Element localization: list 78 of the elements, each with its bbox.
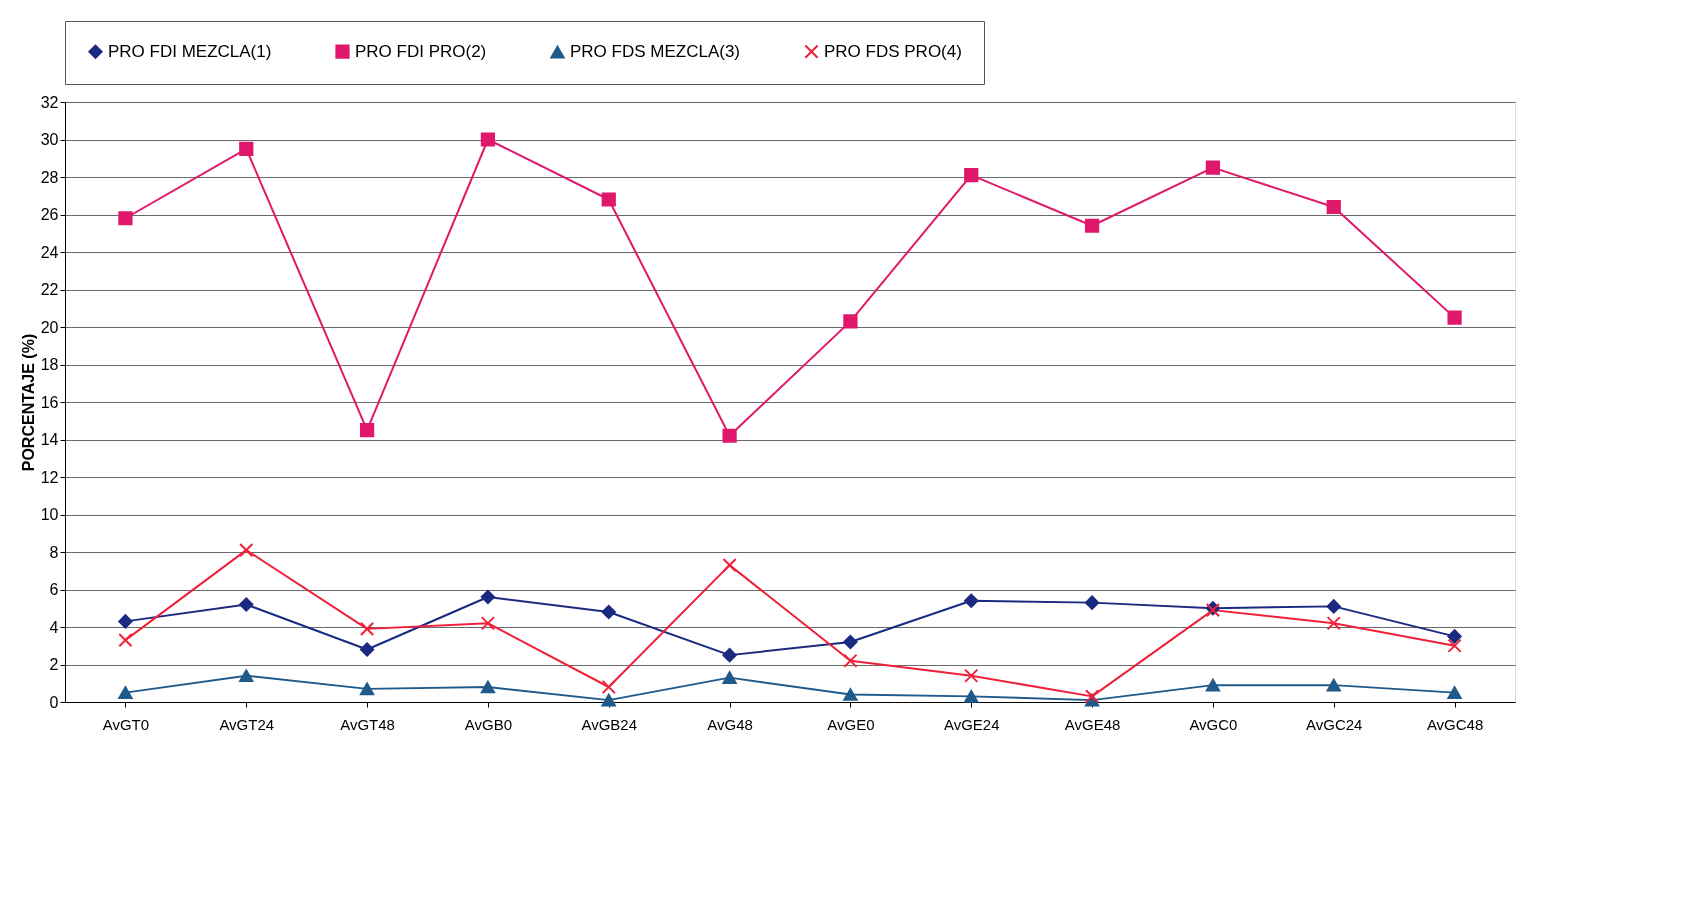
legend-label: PRO FDI PRO(2) <box>355 41 487 61</box>
y-tick-label: 6 <box>49 581 59 598</box>
point <box>480 132 496 147</box>
x-tick-label: AvGT24 <box>219 715 275 733</box>
y-tick-label: 0 <box>49 693 59 711</box>
point <box>359 682 375 696</box>
point <box>964 168 979 183</box>
x-tick-label: AvGC24 <box>1306 715 1363 733</box>
point <box>239 543 254 558</box>
y-tick-label: 20 <box>40 318 59 336</box>
legend-label: PRO FDS PRO(4) <box>824 41 962 61</box>
point <box>843 314 858 329</box>
y-tick-label: 28 <box>40 168 59 186</box>
point <box>359 423 375 438</box>
point <box>118 614 133 629</box>
x-tick-label: AvGE0 <box>827 715 875 733</box>
point <box>359 642 375 657</box>
point <box>722 428 737 443</box>
y-tick-label: 30 <box>40 131 59 148</box>
x-tick-label: AvG48 <box>707 715 753 733</box>
point <box>239 669 254 683</box>
point <box>118 633 133 648</box>
point <box>1447 310 1462 325</box>
point <box>1447 686 1462 699</box>
point <box>480 589 496 605</box>
y-tick-label: 10 <box>40 506 59 523</box>
x-tick-label: AvGC48 <box>1426 715 1484 733</box>
point <box>601 192 616 207</box>
y-axis-title: PORCENTAJE (%) <box>19 333 37 472</box>
point <box>722 648 737 663</box>
point <box>1326 599 1341 614</box>
y-tick-label: 8 <box>49 543 59 561</box>
y-tick-label: 12 <box>40 468 59 486</box>
y-tick-label: 16 <box>40 393 59 411</box>
y-tick-label: 32 <box>40 93 59 111</box>
y-tick-label: 26 <box>40 206 59 223</box>
x-tick-label: AvGE24 <box>943 715 1000 733</box>
point <box>480 680 496 694</box>
point <box>722 671 737 684</box>
x-tick-label: AvGT0 <box>102 715 150 733</box>
point <box>843 688 858 701</box>
point <box>1447 638 1462 653</box>
point <box>239 141 254 156</box>
point <box>964 690 979 703</box>
point <box>1326 616 1341 631</box>
point <box>480 616 496 631</box>
point <box>118 211 133 226</box>
point <box>239 597 254 612</box>
x-tick-label: AvGE48 <box>1064 715 1121 733</box>
y-tick-label: 18 <box>40 356 59 373</box>
point <box>601 693 616 707</box>
y-tick-label: 14 <box>40 431 59 448</box>
point <box>601 604 616 620</box>
y-tick-label: 2 <box>49 656 59 673</box>
legend-label: PRO FDI MEZCLA(1) <box>108 41 272 61</box>
point <box>1326 678 1341 692</box>
x-tick-label: AvGT48 <box>340 715 395 733</box>
y-tick-label: 4 <box>49 618 59 636</box>
point <box>964 593 979 608</box>
point <box>843 634 858 650</box>
point <box>1205 678 1221 692</box>
point <box>722 558 737 573</box>
point <box>1447 629 1462 644</box>
point <box>1084 218 1100 233</box>
point <box>1326 199 1341 215</box>
point <box>118 686 133 699</box>
point <box>359 621 375 636</box>
y-tick-label: 22 <box>40 281 59 298</box>
point <box>1084 595 1100 610</box>
x-tick-label: AvGC0 <box>1189 715 1238 733</box>
point <box>843 653 858 668</box>
point <box>601 679 616 695</box>
y-tick-label: 24 <box>40 243 59 261</box>
point <box>1205 160 1221 175</box>
legend-label: PRO FDS MEZCLA(3) <box>570 42 741 62</box>
x-tick-label: AvGB24 <box>581 715 638 733</box>
x-tick-label: AvGB0 <box>464 715 513 733</box>
point <box>964 668 979 683</box>
